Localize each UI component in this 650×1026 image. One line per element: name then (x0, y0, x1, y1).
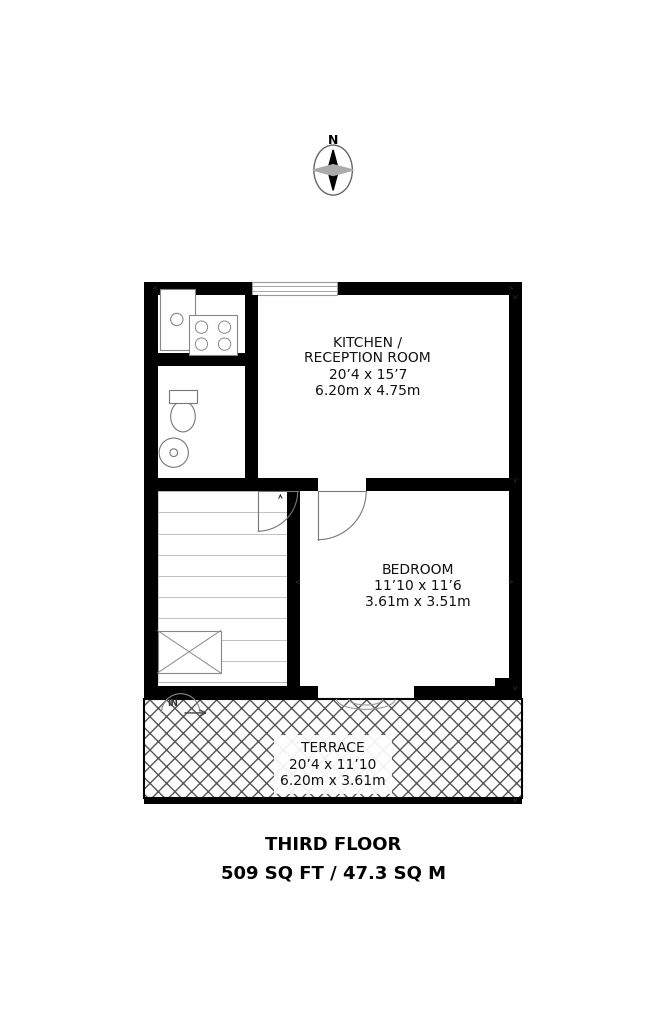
Polygon shape (313, 165, 339, 175)
Bar (509, 282, 522, 473)
Bar (337, 282, 522, 294)
Bar (244, 294, 257, 491)
Ellipse shape (171, 401, 195, 432)
Text: THIRD FLOOR: THIRD FLOOR (265, 836, 401, 855)
Text: KITCHEN /
RECEPTION ROOM
20’4 x 15’7
6.20m x 4.75m: KITCHEN / RECEPTION ROOM 20’4 x 15’7 6.2… (304, 336, 431, 398)
Bar (189, 315, 237, 355)
Ellipse shape (314, 145, 352, 195)
Text: BEDROOM
11’10 x 11’6
3.61m x 3.51m: BEDROOM 11’10 x 11’6 3.61m x 3.51m (365, 562, 471, 609)
Bar (157, 491, 287, 682)
Circle shape (171, 313, 183, 325)
Bar (287, 478, 300, 686)
Bar (144, 699, 522, 797)
Polygon shape (328, 165, 339, 190)
Circle shape (170, 448, 177, 457)
Bar (144, 282, 252, 294)
Bar (257, 478, 318, 491)
Bar (144, 797, 522, 804)
Bar (252, 282, 337, 294)
Polygon shape (328, 165, 354, 175)
Bar (144, 282, 157, 686)
Bar (169, 390, 197, 403)
Bar (144, 699, 522, 797)
Polygon shape (328, 150, 339, 175)
Bar (157, 353, 257, 366)
Circle shape (159, 438, 188, 467)
Text: N: N (328, 133, 338, 147)
Bar (495, 678, 522, 699)
Text: 509 SQ FT / 47.3 SQ M: 509 SQ FT / 47.3 SQ M (220, 864, 446, 882)
Bar (144, 699, 522, 797)
Circle shape (218, 321, 231, 333)
Text: IN: IN (168, 700, 179, 708)
Circle shape (218, 338, 231, 350)
Bar (414, 686, 495, 699)
Circle shape (195, 338, 207, 350)
Bar (366, 478, 509, 491)
Text: TERRACE
20’4 x 11’10
6.20m x 3.61m: TERRACE 20’4 x 11’10 6.20m x 3.61m (280, 742, 386, 788)
Bar (157, 631, 221, 673)
Bar (144, 686, 318, 699)
Circle shape (195, 321, 207, 333)
Bar (157, 478, 244, 491)
Bar (160, 288, 194, 350)
Bar (509, 473, 522, 686)
